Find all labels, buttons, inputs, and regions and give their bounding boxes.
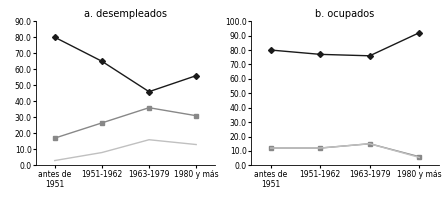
Title: a. desempleados: a. desempleados	[84, 9, 167, 19]
Title: b. ocupados: b. ocupados	[315, 9, 375, 19]
